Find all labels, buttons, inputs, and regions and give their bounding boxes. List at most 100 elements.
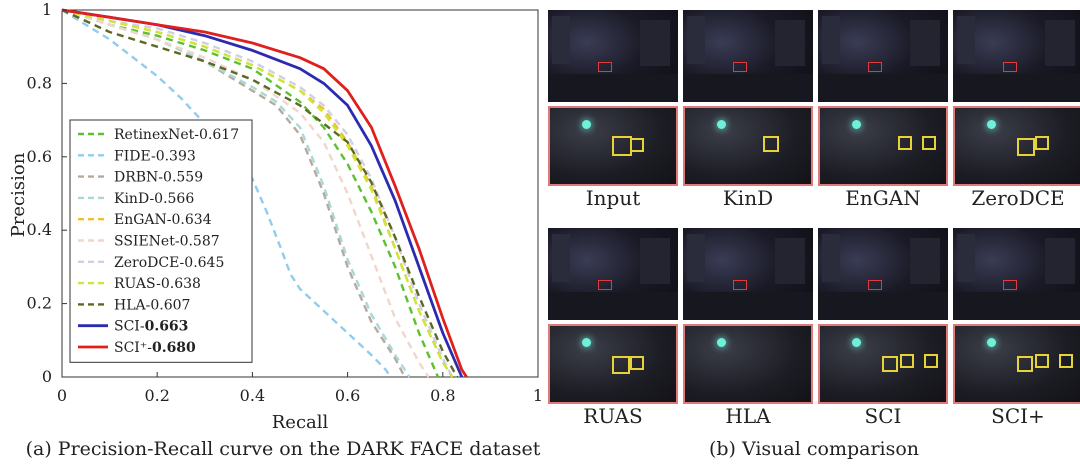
y-tick-label: 1	[42, 0, 52, 19]
traffic-light	[717, 338, 726, 347]
series-line-hla	[61, 8, 459, 378]
region-marker	[598, 280, 612, 290]
building-left	[552, 234, 570, 282]
building-right	[640, 20, 670, 66]
face-box	[922, 136, 936, 150]
traffic-light	[852, 120, 861, 129]
visual-cell	[818, 10, 948, 186]
face-box	[612, 356, 630, 374]
face-box	[898, 136, 912, 150]
night-scene-image	[683, 10, 813, 102]
visual-cell	[818, 228, 948, 404]
zoom-crop	[548, 106, 678, 186]
face-box	[1035, 354, 1049, 368]
night-scene-image	[548, 10, 678, 102]
axis-layer: 00 0.2 0.2 0.4 0.4 0.6 0.6 0.8 0.8 1 1	[27, 0, 544, 405]
street	[818, 74, 948, 102]
street	[548, 74, 678, 102]
y-tick-label: 0.4	[27, 220, 52, 239]
traffic-light	[582, 120, 591, 129]
x-tick-label: 1	[533, 386, 543, 405]
legend-entry: SCI⁺-0.680	[114, 340, 196, 356]
legend-entry: RetinexNet-0.617	[114, 127, 239, 143]
face-box	[1035, 136, 1049, 150]
method-label: ZeroDCE	[971, 186, 1065, 210]
zoom-crop	[818, 324, 948, 404]
x-tick-label: 0.6	[335, 386, 360, 405]
traffic-light	[987, 120, 996, 129]
series-line-sci	[61, 8, 468, 378]
legend-entry: SCI-0.663	[114, 319, 188, 335]
method-label: KinD	[722, 186, 774, 210]
legend-entry: KinD-0.566	[114, 191, 194, 207]
night-scene-image	[953, 10, 1080, 102]
night-scene-image	[818, 228, 948, 320]
caption-right: (b) Visual comparison	[709, 438, 919, 460]
traffic-light	[717, 120, 726, 129]
night-scene-image	[953, 228, 1080, 320]
region-marker	[1003, 280, 1017, 290]
face-box	[882, 356, 898, 372]
y-tick-label: 0.2	[27, 294, 52, 313]
zoom-crop	[953, 106, 1080, 186]
y-tick-label: 0.6	[27, 147, 52, 166]
visual-cell	[683, 10, 813, 186]
region-marker	[598, 62, 612, 72]
zoom-crop	[683, 324, 813, 404]
building-right	[640, 238, 670, 284]
series-line-drbn	[61, 8, 406, 378]
building-left	[687, 234, 705, 282]
x-tick-label: 0.4	[240, 386, 265, 405]
building-right	[775, 238, 805, 284]
building-left	[822, 16, 840, 64]
y-axis-label: Precision	[8, 152, 29, 237]
face-box	[900, 354, 914, 368]
caption-left: (a) Precision-Recall curve on the DARK F…	[26, 438, 541, 460]
visual-cell	[548, 228, 678, 404]
night-scene-image	[683, 228, 813, 320]
night-scene-image	[818, 10, 948, 102]
building-right	[910, 238, 940, 284]
method-label: SCI+	[991, 404, 1045, 428]
method-label: SCI	[864, 404, 902, 428]
legend-entry: DRBN-0.559	[114, 170, 203, 186]
face-box	[630, 356, 644, 370]
face-box	[1017, 138, 1035, 156]
building-left	[822, 234, 840, 282]
building-left	[957, 234, 975, 282]
face-box	[763, 136, 779, 152]
region-marker	[733, 280, 747, 290]
legend-entry: RUAS-0.638	[114, 276, 201, 292]
building-right	[775, 20, 805, 66]
method-label: HLA	[725, 404, 771, 428]
y-tick-label: 0.8	[27, 73, 52, 92]
region-marker	[733, 62, 747, 72]
face-box	[630, 138, 644, 152]
x-axis-label: Recall	[272, 412, 329, 433]
method-label: EnGAN	[845, 186, 921, 210]
building-left	[552, 16, 570, 64]
building-left	[957, 16, 975, 64]
method-label: RUAS	[583, 404, 643, 428]
zoom-crop	[548, 324, 678, 404]
x-tick-label: 0.2	[144, 386, 169, 405]
traffic-light	[582, 338, 591, 347]
series-line-fide	[61, 8, 392, 378]
series-line-zerodce	[61, 8, 454, 378]
zoom-crop	[683, 106, 813, 186]
building-right	[910, 20, 940, 66]
street	[548, 292, 678, 320]
face-box	[612, 136, 632, 156]
zoom-crop	[953, 324, 1080, 404]
legend-entry: EnGAN-0.634	[114, 212, 212, 228]
street	[818, 292, 948, 320]
building-right	[1045, 238, 1075, 284]
method-label: Input	[585, 186, 641, 210]
street	[953, 74, 1080, 102]
visual-cell	[683, 228, 813, 404]
face-box	[1059, 354, 1073, 368]
region-marker	[1003, 62, 1017, 72]
region-marker	[868, 62, 882, 72]
street	[953, 292, 1080, 320]
